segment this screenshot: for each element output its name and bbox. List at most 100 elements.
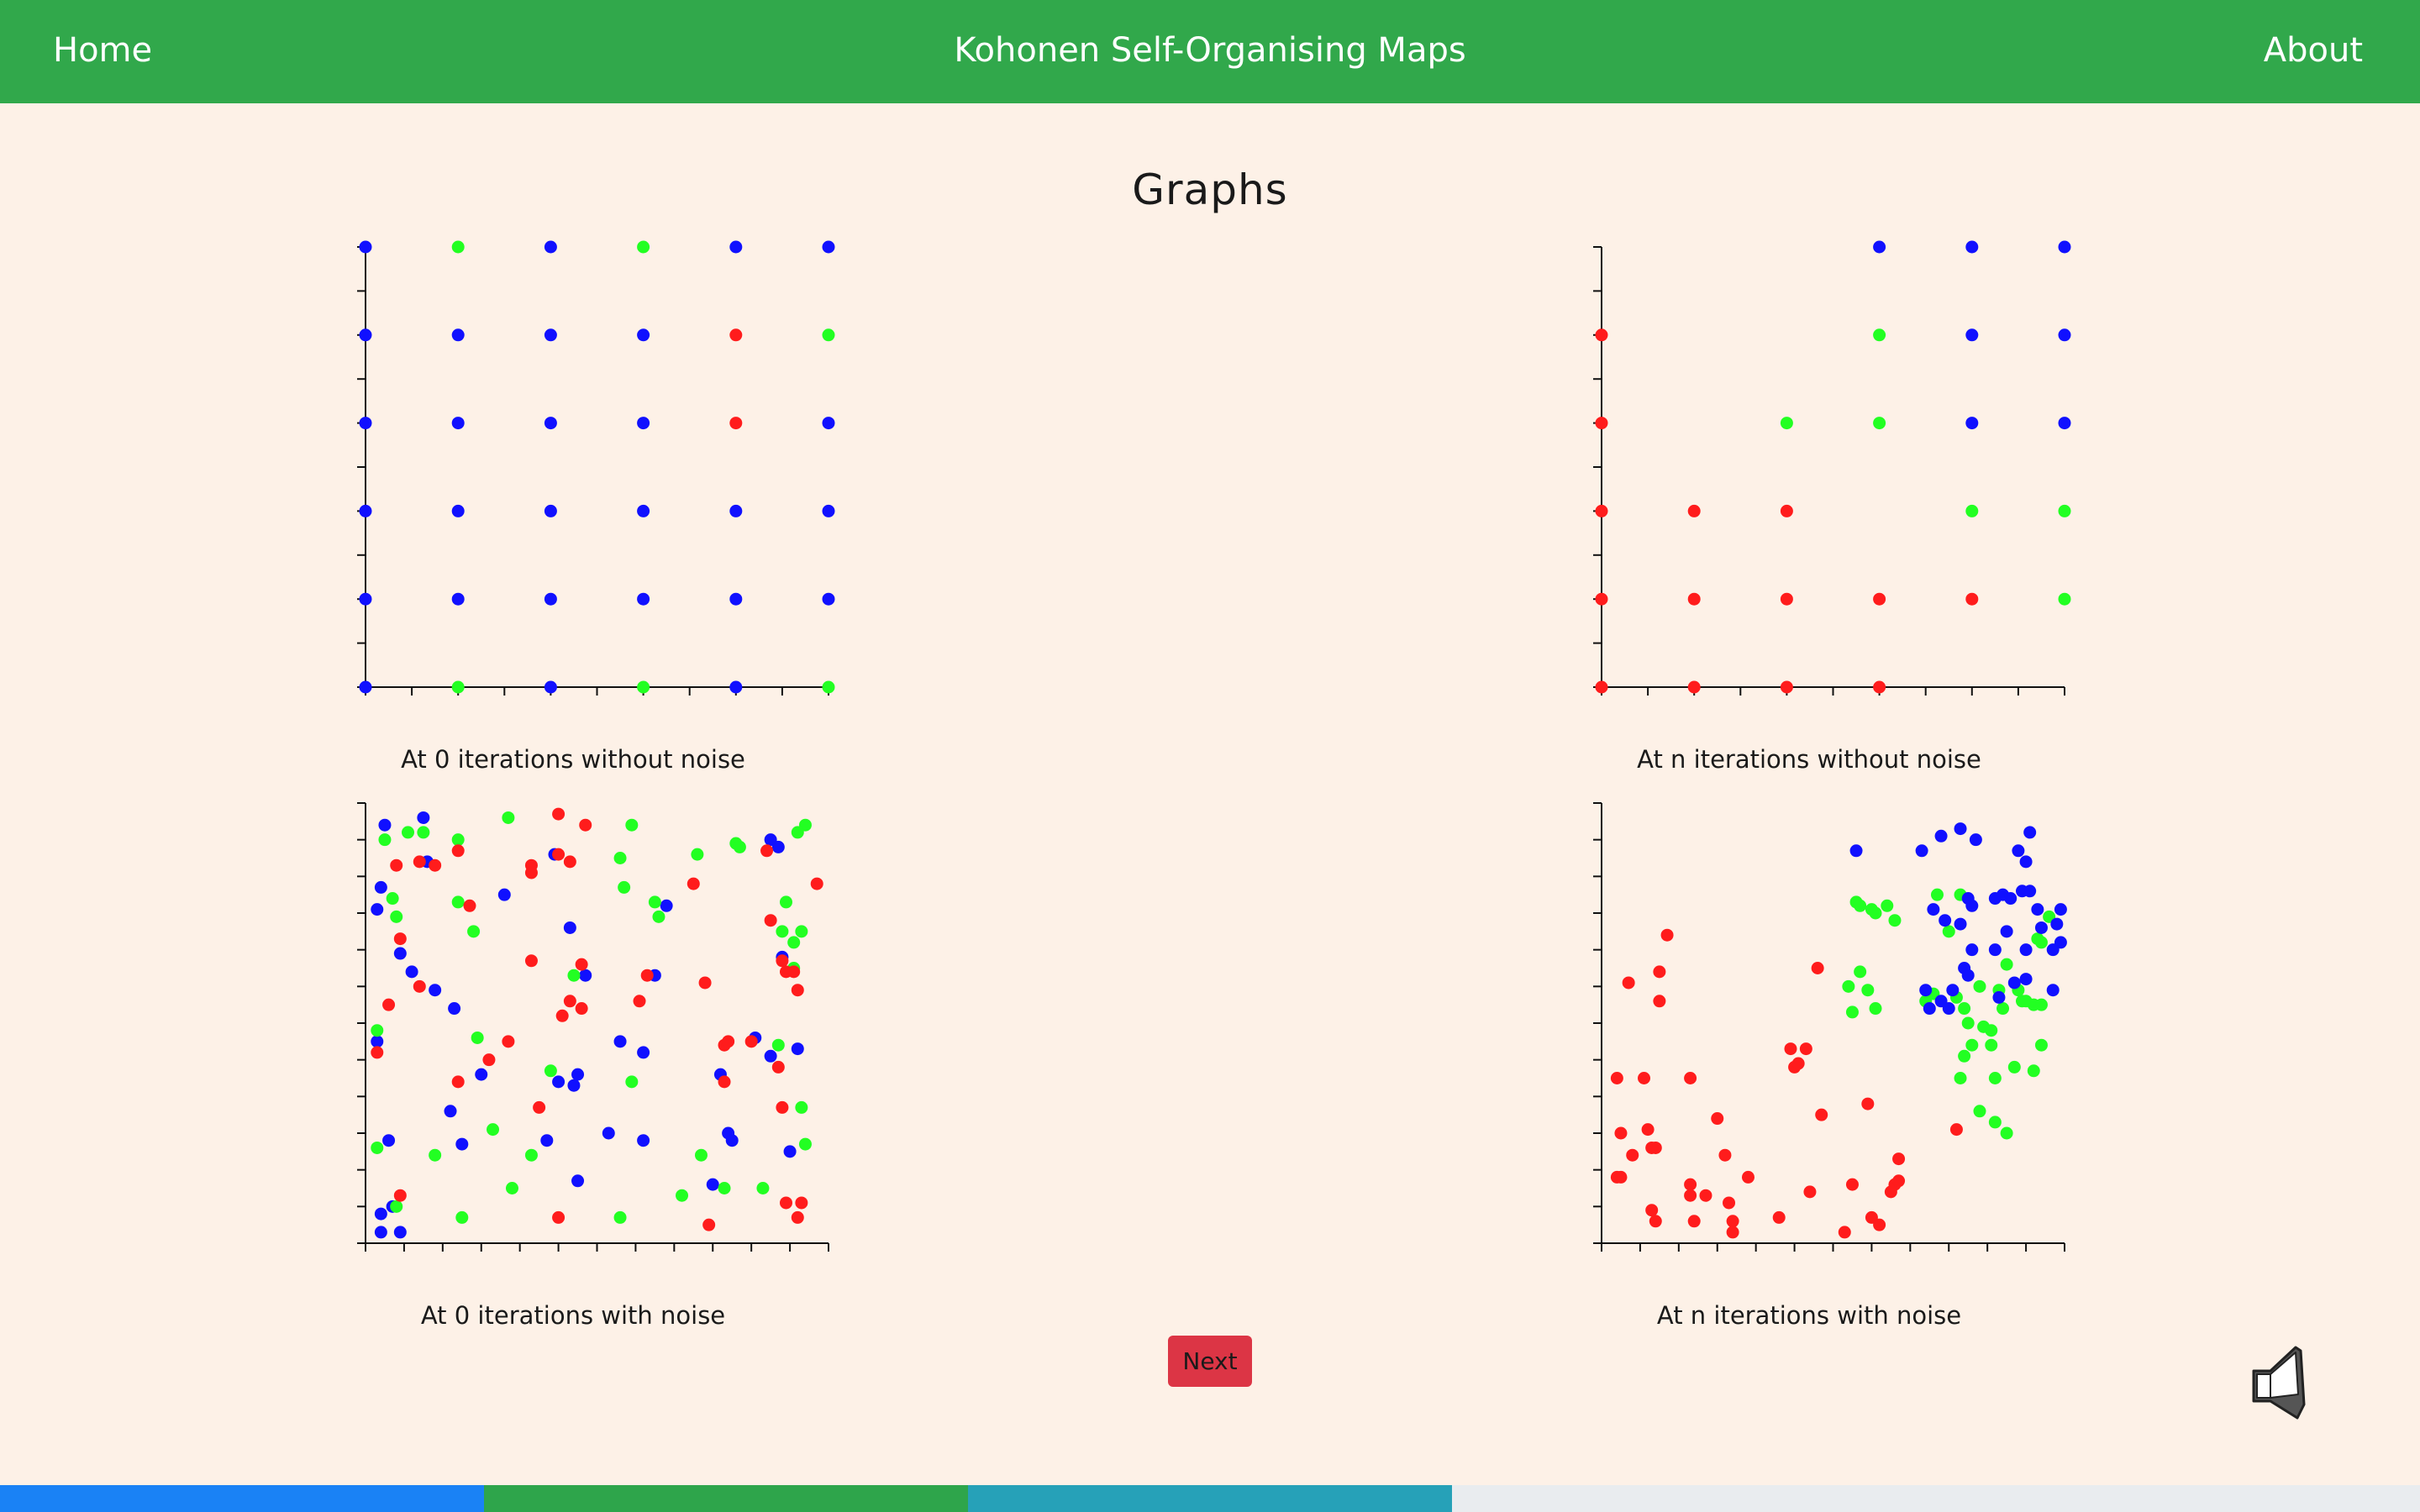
data-point xyxy=(1958,1049,1971,1063)
data-point xyxy=(1660,928,1674,942)
data-point xyxy=(502,811,515,824)
data-point xyxy=(1653,995,1666,1008)
scatter-plot-n-with-noise xyxy=(1593,802,2067,1252)
data-point xyxy=(1965,328,1979,342)
data-point xyxy=(552,1210,566,1224)
data-point xyxy=(533,1100,546,1114)
data-point xyxy=(463,899,476,912)
data-point xyxy=(2000,958,2013,971)
data-point xyxy=(2007,1060,2021,1074)
data-point xyxy=(487,1123,500,1137)
data-point xyxy=(1992,990,2006,1004)
data-point xyxy=(637,417,650,430)
navbar: Home Kohonen Self-Organising Maps About xyxy=(0,0,2420,103)
data-point xyxy=(660,899,673,912)
data-point xyxy=(382,998,396,1011)
data-point xyxy=(1684,1189,1697,1202)
data-point xyxy=(602,1126,615,1140)
data-point xyxy=(2023,826,2037,839)
data-point xyxy=(451,328,465,342)
data-point xyxy=(1861,1097,1875,1110)
data-point xyxy=(393,947,407,960)
data-point xyxy=(729,417,743,430)
data-point xyxy=(1861,984,1875,997)
data-point xyxy=(1988,943,2002,957)
data-point xyxy=(729,240,743,254)
data-point xyxy=(1595,328,1608,342)
data-point xyxy=(405,965,418,979)
data-point xyxy=(2007,976,2021,990)
speaker-icon[interactable] xyxy=(2245,1344,2312,1424)
data-point xyxy=(2046,943,2060,957)
graph-caption: At n iterations without noise xyxy=(1637,745,1981,774)
data-point xyxy=(1741,1170,1754,1184)
data-point xyxy=(764,833,777,847)
data-point xyxy=(359,328,372,342)
data-point xyxy=(1988,1116,2002,1129)
data-point xyxy=(544,240,557,254)
data-point xyxy=(1873,240,1886,254)
data-point xyxy=(390,910,403,923)
data-point xyxy=(2050,917,2064,931)
data-point xyxy=(779,1196,792,1210)
data-point xyxy=(390,858,403,872)
data-point xyxy=(1772,1210,1786,1224)
data-point xyxy=(1961,1016,1975,1030)
data-point xyxy=(1791,1057,1805,1070)
nav-home-link[interactable]: Home xyxy=(53,31,153,70)
nav-about-link[interactable]: About xyxy=(2263,31,2363,70)
data-point xyxy=(787,965,801,979)
data-point xyxy=(390,1200,403,1213)
data-point xyxy=(417,826,430,839)
data-point xyxy=(1854,965,1867,979)
data-point xyxy=(1958,1002,1971,1016)
data-point xyxy=(359,240,372,254)
data-point xyxy=(429,984,442,997)
data-point xyxy=(1595,417,1608,430)
data-point xyxy=(1888,914,1902,927)
data-point xyxy=(1687,592,1701,606)
data-point xyxy=(475,1068,488,1081)
page-title: Graphs xyxy=(1132,165,1288,214)
data-point xyxy=(613,1210,627,1224)
data-point xyxy=(1946,984,1960,997)
data-point xyxy=(386,892,399,906)
data-point xyxy=(1726,1226,1739,1239)
data-point xyxy=(371,1024,384,1037)
data-point xyxy=(2027,1064,2040,1078)
data-point xyxy=(413,855,426,869)
data-point xyxy=(625,818,639,832)
data-point xyxy=(1927,903,1940,916)
data-point xyxy=(544,680,557,694)
data-point xyxy=(429,858,442,872)
data-point xyxy=(552,1075,566,1089)
data-point xyxy=(382,1134,396,1147)
data-point xyxy=(524,866,538,879)
data-point xyxy=(1965,240,1979,254)
data-point xyxy=(1811,962,1824,974)
data-point xyxy=(1954,1072,1967,1084)
graph-0-iterations-without-noise: At 0 iterations without noise xyxy=(346,240,835,774)
data-point xyxy=(822,680,835,694)
data-point xyxy=(451,833,465,847)
app-title: Kohonen Self-Organising Maps xyxy=(954,31,1466,70)
data-point xyxy=(637,680,650,694)
data-point xyxy=(393,1189,407,1202)
data-point xyxy=(567,969,581,982)
progress-segment xyxy=(484,1485,968,1512)
data-point xyxy=(791,1042,804,1056)
data-point xyxy=(417,811,430,824)
data-point xyxy=(718,1075,731,1089)
data-point xyxy=(776,925,789,938)
data-point xyxy=(718,1182,731,1194)
data-point xyxy=(1949,1123,1963,1137)
data-point xyxy=(744,1035,758,1048)
data-point xyxy=(1934,829,1948,843)
data-point xyxy=(544,328,557,342)
next-button[interactable]: Next xyxy=(1168,1336,1252,1387)
data-point xyxy=(359,504,372,517)
data-point xyxy=(640,969,654,982)
data-point xyxy=(371,903,384,916)
data-point xyxy=(1942,1002,1955,1016)
data-point xyxy=(2019,855,2033,869)
